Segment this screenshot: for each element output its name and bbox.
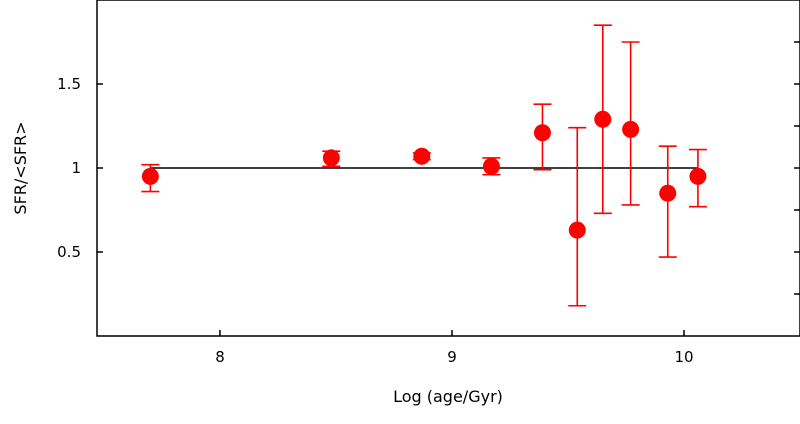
data-point-marker xyxy=(594,110,612,128)
data-point-marker xyxy=(322,149,340,167)
data-point-marker xyxy=(622,120,640,138)
data-point-marker xyxy=(482,157,500,175)
y-tick-label: 0.5 xyxy=(57,243,81,261)
data-point-group xyxy=(568,126,587,307)
x-tick-label: 8 xyxy=(215,348,225,366)
x-tick-label: 10 xyxy=(674,348,693,366)
data-point-marker xyxy=(141,167,159,185)
data-point-group xyxy=(141,163,160,193)
data-point-marker xyxy=(413,147,431,165)
ticks-layer: 8 9 10 0.5 1 1.5 xyxy=(57,41,800,366)
data-point-group xyxy=(412,147,431,165)
data-point-group xyxy=(621,41,640,206)
y-tick-label: 1.5 xyxy=(57,75,81,93)
data-point-marker xyxy=(689,167,707,185)
data-point-marker xyxy=(568,221,586,239)
x-tick-label: 9 xyxy=(447,348,457,366)
data-point-marker xyxy=(659,184,677,202)
x-axis-label: Log (age/Gyr) xyxy=(393,387,503,406)
data-point-group xyxy=(482,157,501,176)
data-points-layer xyxy=(141,24,707,307)
data-point-group xyxy=(533,103,552,171)
data-point-group xyxy=(688,148,707,208)
data-point-group xyxy=(322,149,341,168)
y-tick-label: 1 xyxy=(71,159,81,177)
data-point-group xyxy=(658,145,677,258)
y-axis-label: SFR/<SFR> xyxy=(11,121,30,214)
data-point-marker xyxy=(533,124,551,142)
data-point-group xyxy=(593,24,612,215)
